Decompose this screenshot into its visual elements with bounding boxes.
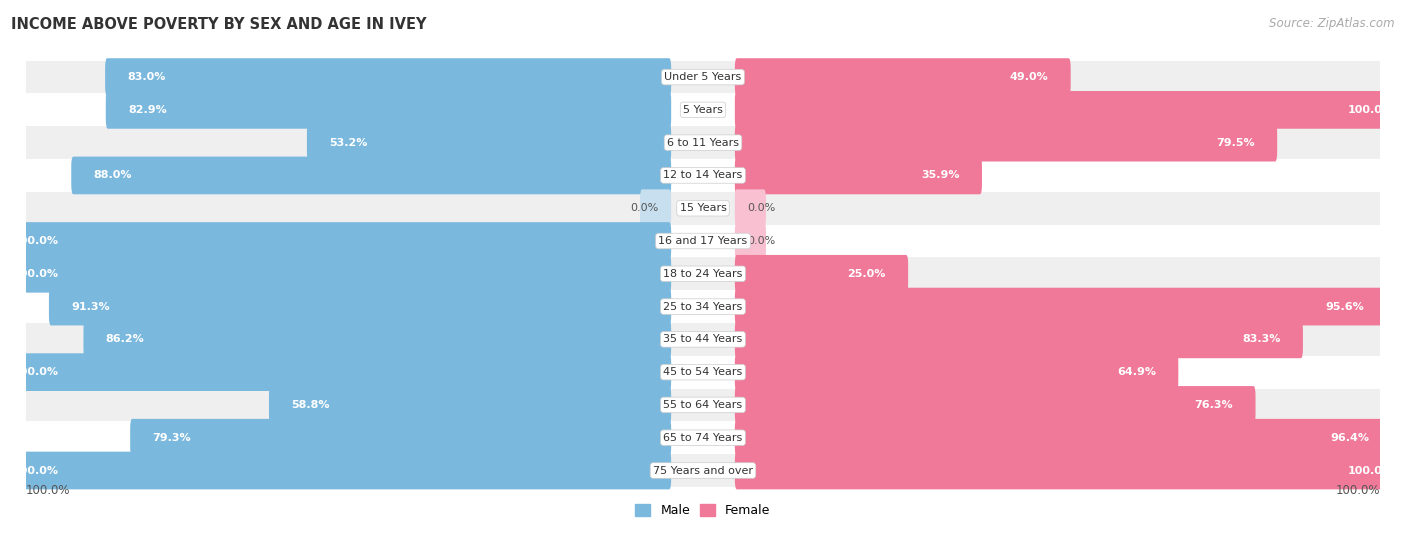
FancyBboxPatch shape <box>0 452 671 489</box>
FancyBboxPatch shape <box>735 386 1256 424</box>
FancyBboxPatch shape <box>105 91 671 129</box>
Text: 64.9%: 64.9% <box>1116 367 1156 377</box>
Text: 100.0%: 100.0% <box>1347 466 1393 476</box>
Bar <box>25 389 1381 421</box>
Text: 15 Years: 15 Years <box>679 203 727 213</box>
Text: 100.0%: 100.0% <box>25 484 70 498</box>
Bar <box>25 225 1381 257</box>
Text: 100.0%: 100.0% <box>13 367 59 377</box>
Text: 79.3%: 79.3% <box>152 433 191 443</box>
Bar <box>25 192 1381 225</box>
Bar <box>25 159 1381 192</box>
Text: 45 to 54 Years: 45 to 54 Years <box>664 367 742 377</box>
FancyBboxPatch shape <box>0 353 671 391</box>
Bar <box>25 93 1381 126</box>
Text: 96.4%: 96.4% <box>1330 433 1369 443</box>
Bar <box>25 323 1381 356</box>
Legend: Male, Female: Male, Female <box>630 499 776 522</box>
Text: 82.9%: 82.9% <box>128 105 167 115</box>
FancyBboxPatch shape <box>49 288 671 325</box>
FancyBboxPatch shape <box>0 255 671 293</box>
Bar <box>25 356 1381 389</box>
FancyBboxPatch shape <box>735 190 766 227</box>
Text: 58.8%: 58.8% <box>291 400 330 410</box>
FancyBboxPatch shape <box>735 157 981 195</box>
FancyBboxPatch shape <box>735 452 1406 489</box>
FancyBboxPatch shape <box>735 124 1277 162</box>
Text: INCOME ABOVE POVERTY BY SEX AND AGE IN IVEY: INCOME ABOVE POVERTY BY SEX AND AGE IN I… <box>11 17 427 32</box>
Bar <box>25 126 1381 159</box>
FancyBboxPatch shape <box>0 222 671 260</box>
Text: 35 to 44 Years: 35 to 44 Years <box>664 334 742 344</box>
FancyBboxPatch shape <box>735 255 908 293</box>
Text: 0.0%: 0.0% <box>631 203 659 213</box>
Bar <box>25 290 1381 323</box>
FancyBboxPatch shape <box>307 124 671 162</box>
FancyBboxPatch shape <box>131 419 671 457</box>
FancyBboxPatch shape <box>735 419 1392 457</box>
Text: 76.3%: 76.3% <box>1195 400 1233 410</box>
Text: 55 to 64 Years: 55 to 64 Years <box>664 400 742 410</box>
Text: 18 to 24 Years: 18 to 24 Years <box>664 269 742 279</box>
Text: 25.0%: 25.0% <box>848 269 886 279</box>
FancyBboxPatch shape <box>735 288 1386 325</box>
Text: 25 to 34 Years: 25 to 34 Years <box>664 301 742 311</box>
Bar <box>25 257 1381 290</box>
Text: 100.0%: 100.0% <box>13 236 59 246</box>
Text: 53.2%: 53.2% <box>329 138 367 148</box>
Text: 83.0%: 83.0% <box>128 72 166 82</box>
Text: 95.6%: 95.6% <box>1324 301 1364 311</box>
Text: 16 and 17 Years: 16 and 17 Years <box>658 236 748 246</box>
FancyBboxPatch shape <box>72 157 671 195</box>
Text: 49.0%: 49.0% <box>1010 72 1049 82</box>
FancyBboxPatch shape <box>640 190 671 227</box>
Text: 65 to 74 Years: 65 to 74 Years <box>664 433 742 443</box>
Text: 91.3%: 91.3% <box>72 301 110 311</box>
Text: 100.0%: 100.0% <box>1347 105 1393 115</box>
Text: 0.0%: 0.0% <box>747 236 775 246</box>
Text: 5 Years: 5 Years <box>683 105 723 115</box>
Text: Under 5 Years: Under 5 Years <box>665 72 741 82</box>
FancyBboxPatch shape <box>735 353 1178 391</box>
Text: 79.5%: 79.5% <box>1216 138 1254 148</box>
Text: 6 to 11 Years: 6 to 11 Years <box>666 138 740 148</box>
Text: 75 Years and over: 75 Years and over <box>652 466 754 476</box>
Text: Source: ZipAtlas.com: Source: ZipAtlas.com <box>1270 17 1395 30</box>
Text: 83.3%: 83.3% <box>1241 334 1281 344</box>
FancyBboxPatch shape <box>735 320 1303 358</box>
Text: 35.9%: 35.9% <box>921 170 960 181</box>
FancyBboxPatch shape <box>735 222 766 260</box>
Bar <box>25 61 1381 93</box>
Text: 0.0%: 0.0% <box>747 203 775 213</box>
Bar <box>25 454 1381 487</box>
Bar <box>25 421 1381 454</box>
Text: 100.0%: 100.0% <box>13 466 59 476</box>
FancyBboxPatch shape <box>83 320 671 358</box>
FancyBboxPatch shape <box>269 386 671 424</box>
Text: 12 to 14 Years: 12 to 14 Years <box>664 170 742 181</box>
Text: 86.2%: 86.2% <box>105 334 145 344</box>
FancyBboxPatch shape <box>735 58 1070 96</box>
FancyBboxPatch shape <box>105 58 671 96</box>
Text: 88.0%: 88.0% <box>94 170 132 181</box>
Text: 100.0%: 100.0% <box>1336 484 1381 498</box>
Text: 100.0%: 100.0% <box>13 269 59 279</box>
FancyBboxPatch shape <box>735 91 1406 129</box>
